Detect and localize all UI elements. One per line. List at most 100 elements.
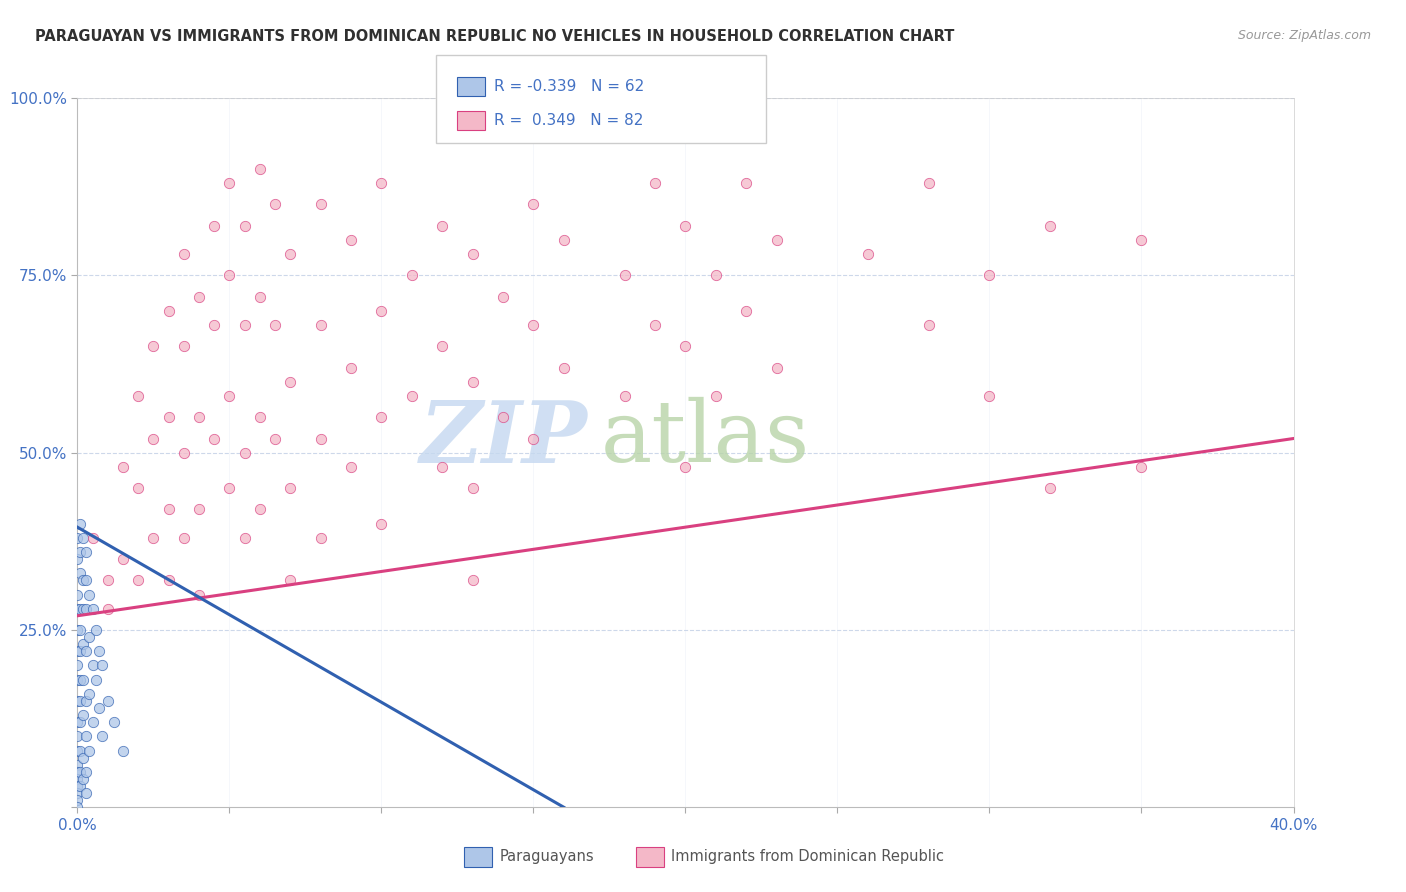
Point (66, 673, 89, 687)
Text: PARAGUAYAN VS IMMIGRANTS FROM DOMINICAN REPUBLIC NO VEHICLES IN HOUSEHOLD CORREL: PARAGUAYAN VS IMMIGRANTS FROM DOMINICAN … (35, 29, 955, 44)
Point (218, 481, 240, 495)
Point (75, 574, 97, 588)
Point (173, 339, 195, 353)
Point (157, 410, 180, 425)
Point (278, 247, 301, 261)
Point (75, 545, 97, 559)
Point (1130, 233, 1153, 247)
Point (69, 764, 91, 779)
Point (173, 531, 195, 545)
Point (522, 197, 544, 211)
Point (202, 219, 225, 233)
Point (461, 375, 484, 389)
Point (66, 644, 89, 658)
Point (66, 715, 89, 730)
Point (69, 644, 91, 658)
Point (84, 623, 107, 637)
Point (127, 389, 149, 403)
Point (249, 502, 271, 516)
Point (309, 318, 332, 332)
Point (72, 750, 94, 764)
Point (553, 233, 575, 247)
Point (79, 630, 101, 644)
Point (69, 516, 91, 531)
Text: R =  0.349   N = 82: R = 0.349 N = 82 (494, 113, 643, 128)
Point (370, 304, 392, 318)
Point (66, 793, 89, 807)
Point (75, 730, 97, 744)
Text: Paraguayans: Paraguayans (499, 849, 593, 863)
Point (979, 389, 1001, 403)
Point (142, 339, 165, 353)
Point (72, 531, 94, 545)
Point (856, 247, 879, 261)
Point (202, 432, 225, 446)
Point (72, 708, 94, 723)
Text: ZIP: ZIP (420, 397, 588, 480)
Point (461, 481, 484, 495)
Point (401, 268, 423, 283)
Point (430, 459, 453, 474)
Point (103, 715, 125, 730)
Point (370, 516, 392, 531)
Point (66, 779, 89, 793)
Point (979, 268, 1001, 283)
Point (72, 673, 94, 687)
Point (218, 176, 240, 190)
Point (644, 176, 666, 190)
Point (918, 176, 941, 190)
Text: Source: ZipAtlas.com: Source: ZipAtlas.com (1237, 29, 1371, 42)
Point (90, 658, 112, 673)
Point (72, 637, 94, 651)
Point (79, 743, 101, 757)
Point (157, 574, 180, 588)
Point (461, 574, 484, 588)
Point (69, 743, 91, 757)
Point (264, 197, 287, 211)
Point (202, 318, 225, 332)
Point (704, 389, 727, 403)
Point (233, 446, 256, 460)
Point (233, 531, 256, 545)
Point (90, 730, 112, 744)
Point (249, 162, 271, 177)
Point (492, 290, 515, 304)
Point (87, 644, 110, 658)
Point (522, 318, 544, 332)
Point (340, 233, 363, 247)
Point (127, 574, 149, 588)
Point (644, 318, 666, 332)
Point (75, 764, 97, 779)
Point (157, 304, 180, 318)
Point (278, 574, 301, 588)
Point (461, 247, 484, 261)
Point (675, 339, 697, 353)
Point (370, 176, 392, 190)
Point (735, 176, 758, 190)
Point (82, 531, 104, 545)
Point (97, 574, 120, 588)
Point (157, 502, 180, 516)
Point (218, 389, 240, 403)
Point (278, 481, 301, 495)
Point (66, 800, 89, 814)
Point (72, 601, 94, 615)
Point (75, 601, 97, 615)
Point (82, 715, 104, 730)
Point (765, 360, 787, 375)
Point (75, 644, 97, 658)
Point (278, 375, 301, 389)
Text: atlas: atlas (600, 397, 810, 480)
Point (66, 772, 89, 786)
Point (66, 694, 89, 708)
Point (75, 786, 97, 800)
Point (522, 432, 544, 446)
Point (87, 701, 110, 715)
Point (264, 318, 287, 332)
Point (72, 772, 94, 786)
Point (79, 588, 101, 602)
Point (173, 247, 195, 261)
Point (340, 459, 363, 474)
Point (69, 694, 91, 708)
Point (66, 730, 89, 744)
